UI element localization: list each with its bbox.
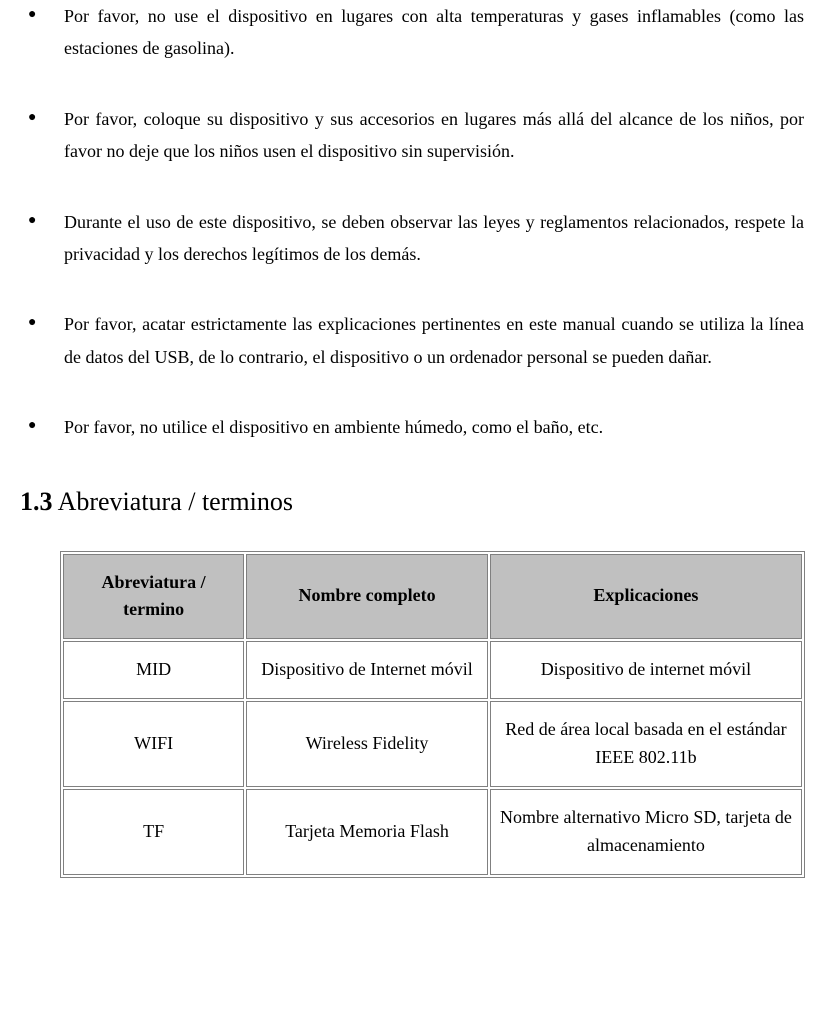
bullet-item: Por favor, no use el dispositivo en luga… xyxy=(20,0,804,65)
section-heading: 1.3 Abreviatura / terminos xyxy=(20,482,804,521)
table-row: WIFI Wireless Fidelity Red de área local… xyxy=(63,701,802,787)
table-row: MID Dispositivo de Internet móvil Dispos… xyxy=(63,641,802,699)
bullet-item: Por favor, no utilice el dispositivo en … xyxy=(20,411,804,443)
table-cell: TF xyxy=(63,789,244,875)
section-number: 1.3 xyxy=(20,487,53,516)
table-header-cell: Explicaciones xyxy=(490,554,802,640)
table-header-cell: Abreviatura / termino xyxy=(63,554,244,640)
table-cell: Dispositivo de Internet móvil xyxy=(246,641,488,699)
bullet-item: Por favor, coloque su dispositivo y sus … xyxy=(20,103,804,168)
table-cell: MID xyxy=(63,641,244,699)
bullet-item: Durante el uso de este dispositivo, se d… xyxy=(20,206,804,271)
abbreviations-table: Abreviatura / termino Nombre completo Ex… xyxy=(60,551,805,878)
table-cell: Dispositivo de internet móvil xyxy=(490,641,802,699)
bullet-list: Por favor, no use el dispositivo en luga… xyxy=(20,0,804,444)
page-content: Por favor, no use el dispositivo en luga… xyxy=(20,0,804,878)
section-title: Abreviatura / terminos xyxy=(58,487,293,516)
bullet-item: Por favor, acatar estrictamente las expl… xyxy=(20,308,804,373)
table-header-cell: Nombre completo xyxy=(246,554,488,640)
table-cell: Nombre alternativo Micro SD, tarjeta de … xyxy=(490,789,802,875)
table-cell: Red de área local basada en el estándar … xyxy=(490,701,802,787)
table-row: TF Tarjeta Memoria Flash Nombre alternat… xyxy=(63,789,802,875)
table-cell: Wireless Fidelity xyxy=(246,701,488,787)
table-header-row: Abreviatura / termino Nombre completo Ex… xyxy=(63,554,802,640)
table-cell: Tarjeta Memoria Flash xyxy=(246,789,488,875)
table-cell: WIFI xyxy=(63,701,244,787)
